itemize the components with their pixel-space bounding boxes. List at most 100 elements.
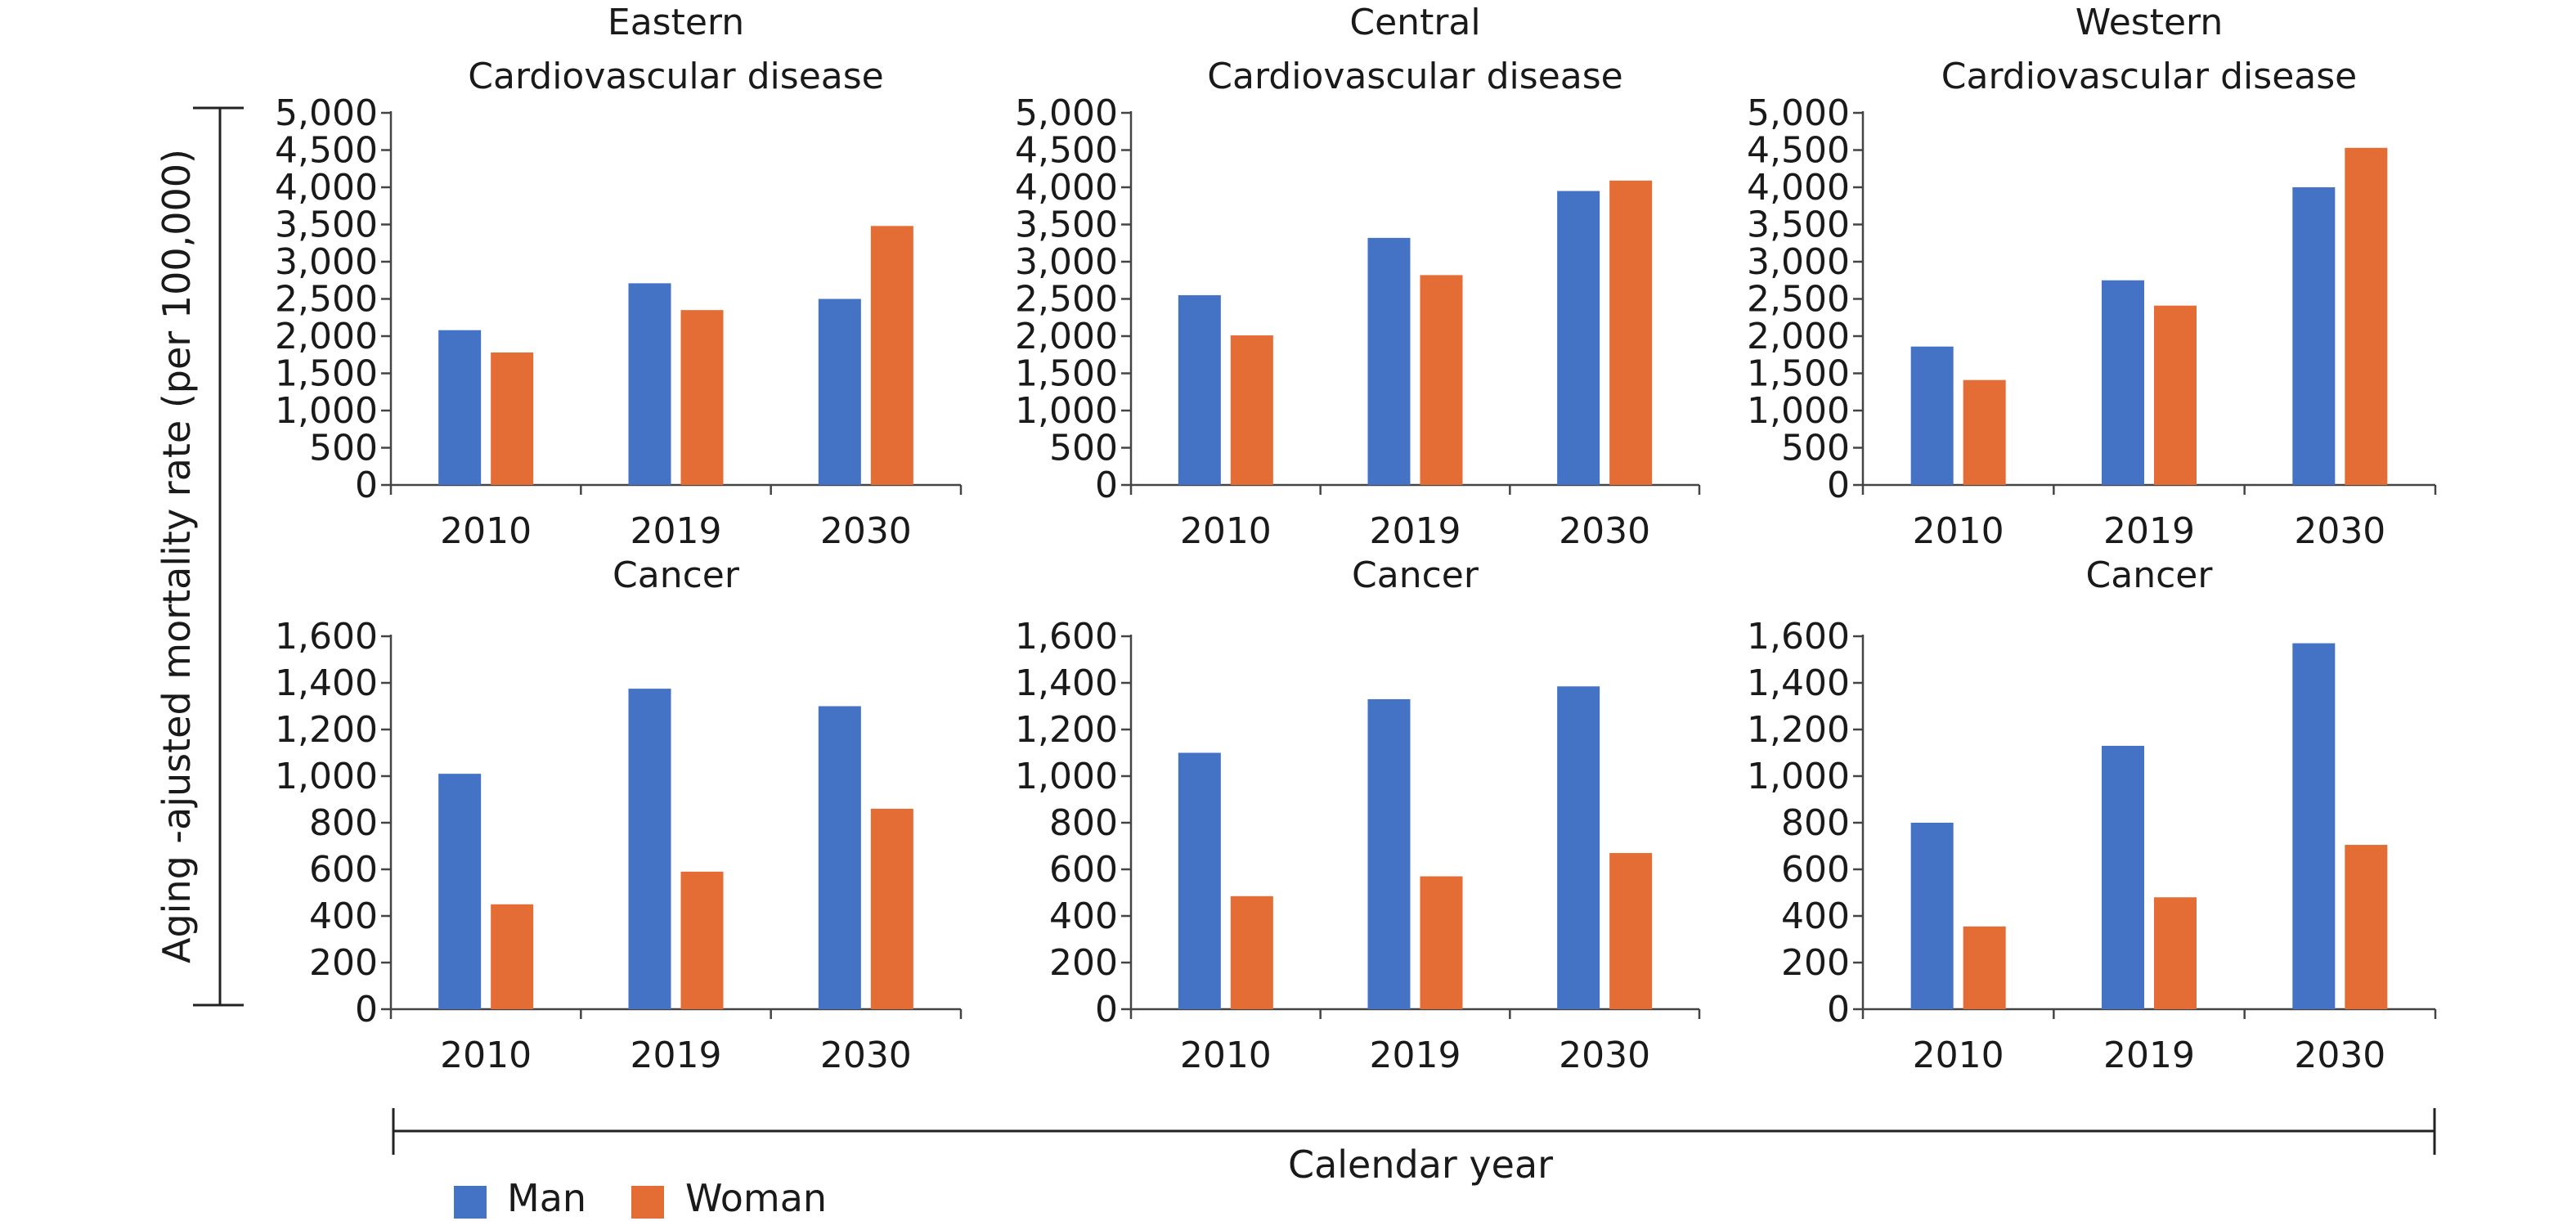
x-tick-label: 2030 <box>1559 510 1650 552</box>
x-tick-label: 2019 <box>2103 1035 2195 1076</box>
panel-title: Cardiovascular disease <box>468 56 883 97</box>
bar-man-2010 <box>1178 752 1221 1009</box>
y-tick-label: 3,000 <box>1015 241 1118 283</box>
y-tick-label: 3,500 <box>1747 204 1850 246</box>
y-tick-label: 1,600 <box>1747 616 1850 658</box>
bar-woman-2010 <box>1230 335 1273 485</box>
y-tick-label: 4,000 <box>1015 167 1118 209</box>
y-tick-label: 0 <box>355 989 378 1030</box>
bar-woman-2030 <box>2345 845 2388 1009</box>
y-tick-label: 400 <box>1781 896 1850 937</box>
x-tick-label: 2010 <box>1913 510 2004 552</box>
panel-title: Cardiovascular disease <box>1941 56 2357 97</box>
x-tick-label: 2010 <box>1180 1035 1272 1076</box>
x-tick-label: 2019 <box>631 1035 722 1076</box>
bar-man-2010 <box>1178 294 1221 485</box>
legend-swatch-man <box>454 1186 487 1219</box>
y-tick-label: 0 <box>1827 465 1850 506</box>
bar-woman-2030 <box>1609 853 1653 1009</box>
panel-3: Western Cardiovascular disease 05001,0001,… <box>1747 2 2437 552</box>
bar-woman-2010 <box>1230 896 1273 1009</box>
y-tick-label: 1,400 <box>275 662 378 704</box>
y-tick-label: 1,500 <box>1747 353 1850 395</box>
y-tick-label: 5,000 <box>1015 92 1118 134</box>
y-tick-label: 800 <box>309 802 378 844</box>
x-tick-label: 2030 <box>820 1035 912 1076</box>
y-tick-label: 1,600 <box>275 616 378 658</box>
bar-man-2010 <box>438 330 482 485</box>
bar-woman-2030 <box>2345 147 2388 485</box>
y-tick-label: 3,000 <box>275 241 378 283</box>
bar-man-2030 <box>2292 643 2336 1009</box>
bar-woman-2019 <box>2154 897 2197 1009</box>
x-axis-bracket <box>392 1108 2436 1155</box>
y-tick-label: 1,200 <box>1015 709 1118 751</box>
y-tick-label: 200 <box>1049 942 1118 984</box>
x-tick-label: 2030 <box>820 510 912 552</box>
x-tick-label: 2010 <box>1913 1035 2004 1076</box>
y-tick-label: 800 <box>1781 802 1850 844</box>
y-tick-label: 4,000 <box>275 167 378 209</box>
x-tick-label: 2010 <box>440 510 532 552</box>
y-tick-label: 800 <box>1049 802 1118 844</box>
y-tick-label: 0 <box>355 465 378 506</box>
panel-region-label: Central <box>1349 2 1480 43</box>
y-tick-label: 1,400 <box>1747 662 1850 704</box>
x-tick-label: 2010 <box>1180 510 1272 552</box>
bar-man-2010 <box>1910 823 1954 1009</box>
y-tick-label: 5,000 <box>1747 92 1850 134</box>
legend-label-woman: Woman <box>685 1176 827 1220</box>
y-tick-label: 1,200 <box>1747 709 1850 751</box>
bar-man-2010 <box>1910 346 1954 485</box>
bar-man-2030 <box>818 706 861 1009</box>
bar-man-2019 <box>628 689 671 1009</box>
y-tick-label: 500 <box>309 428 378 469</box>
y-tick-label: 400 <box>1049 896 1118 937</box>
bar-man-2030 <box>818 299 861 485</box>
y-tick-label: 4,500 <box>1747 130 1850 172</box>
panel-region-label: Eastern <box>608 2 744 43</box>
y-tick-label: 200 <box>1781 942 1850 984</box>
y-tick-label: 1,000 <box>1015 390 1118 432</box>
y-tick-label: 1,600 <box>1015 616 1118 658</box>
y-tick-label: 2,000 <box>1015 316 1118 357</box>
x-tick-label: 2030 <box>2294 510 2385 552</box>
bar-woman-2010 <box>491 352 534 485</box>
bar-woman-2019 <box>680 871 724 1009</box>
bar-man-2019 <box>1367 237 1411 485</box>
y-tick-label: 600 <box>309 849 378 891</box>
y-tick-label: 4,000 <box>1747 167 1850 209</box>
x-tick-label: 2030 <box>2294 1035 2385 1076</box>
y-axis-bracket <box>193 106 244 1007</box>
bar-woman-2019 <box>2154 305 2197 485</box>
panel-title: Cancer <box>1352 554 1479 596</box>
x-tick-label: 2010 <box>440 1035 532 1076</box>
x-tick-label: 2030 <box>1559 1035 1650 1076</box>
y-tick-label: 500 <box>1781 428 1850 469</box>
y-tick-label: 1,500 <box>275 353 378 395</box>
y-axis-label: Aging -ajusted mortality rate (per 100,0… <box>155 149 199 963</box>
y-tick-label: 1,500 <box>1015 353 1118 395</box>
legend-swatch-woman <box>631 1186 664 1219</box>
y-tick-label: 2,500 <box>275 279 378 321</box>
bar-man-2030 <box>1557 686 1600 1009</box>
bar-man-2019 <box>628 283 671 485</box>
y-tick-label: 4,500 <box>275 130 378 172</box>
x-tick-label: 2019 <box>2103 510 2195 552</box>
bar-man-2019 <box>2102 280 2144 485</box>
bar-man-2010 <box>438 774 482 1009</box>
y-tick-label: 1,000 <box>1747 390 1850 432</box>
x-tick-label: 2019 <box>631 510 722 552</box>
legend: Man Woman <box>454 1176 827 1220</box>
y-tick-label: 2,000 <box>275 316 378 357</box>
bar-woman-2030 <box>1609 180 1653 485</box>
y-tick-label: 0 <box>1095 465 1118 506</box>
y-tick-label: 2,500 <box>1747 279 1850 321</box>
y-tick-label: 1,000 <box>1747 756 1850 797</box>
y-tick-label: 1,000 <box>275 390 378 432</box>
y-tick-label: 3,500 <box>275 204 378 246</box>
y-tick-label: 1,200 <box>275 709 378 751</box>
